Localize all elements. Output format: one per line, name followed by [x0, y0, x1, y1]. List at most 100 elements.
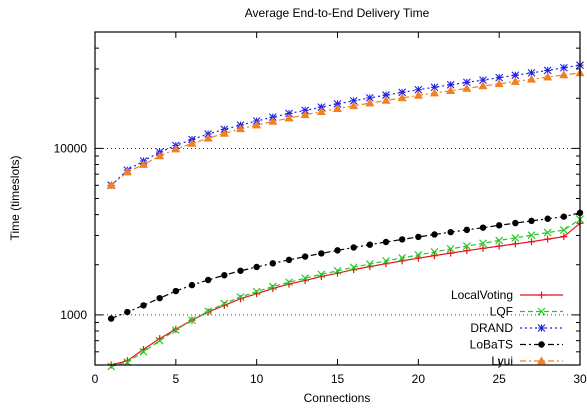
legend-label: DRAND — [470, 321, 513, 335]
data-point — [430, 247, 439, 256]
x-tick-label: 25 — [492, 372, 506, 386]
x-tick-label: 0 — [92, 372, 99, 386]
data-point — [495, 73, 504, 82]
data-point — [301, 253, 309, 260]
data-point — [253, 263, 260, 271]
series-layer — [106, 61, 585, 371]
data-point — [382, 91, 390, 99]
data-point — [398, 253, 407, 262]
data-point — [527, 231, 536, 240]
data-point — [510, 76, 520, 85]
data-point — [495, 222, 503, 229]
data-point — [285, 109, 293, 118]
x-tick-label: 30 — [573, 372, 587, 386]
data-point — [188, 316, 196, 325]
data-point — [381, 95, 391, 104]
data-point — [447, 249, 455, 257]
data-point — [512, 219, 519, 227]
data-point — [318, 250, 325, 257]
data-point — [462, 242, 471, 250]
data-point — [139, 347, 148, 356]
data-point — [526, 74, 537, 83]
data-point — [140, 302, 147, 309]
series-line — [110, 72, 581, 186]
data-point — [446, 244, 455, 253]
data-point — [365, 94, 374, 102]
data-point — [414, 85, 423, 94]
data-point — [317, 270, 326, 279]
data-point — [316, 107, 326, 116]
y-axis: 1000 10000 — [54, 47, 580, 353]
legend-item: DRAND — [470, 321, 563, 335]
data-point — [172, 325, 180, 333]
data-point — [511, 71, 520, 80]
data-point — [204, 307, 213, 316]
data-point — [268, 282, 277, 291]
data-point — [349, 96, 358, 105]
data-point — [560, 213, 568, 220]
data-point — [446, 86, 456, 95]
data-point — [559, 70, 569, 79]
data-point — [366, 241, 374, 248]
legend-item: LQF — [490, 305, 563, 319]
data-point — [543, 66, 552, 75]
data-point — [463, 226, 471, 234]
data-point — [106, 180, 116, 189]
legend-label: LocalVoting — [451, 288, 513, 302]
data-point — [268, 116, 278, 125]
data-point — [333, 266, 342, 275]
y-tick-label: 10000 — [54, 141, 88, 155]
data-point — [431, 252, 438, 260]
data-point — [543, 72, 553, 81]
data-point — [285, 256, 293, 264]
data-point — [559, 63, 568, 72]
series-line — [110, 212, 581, 320]
legend-item: LoBaTS — [470, 338, 563, 352]
data-point — [511, 240, 519, 248]
data-point — [429, 88, 440, 97]
data-point — [538, 341, 545, 348]
chart-title: Average End-to-End Delivery Time — [245, 6, 430, 20]
legend-label: LoBaTS — [470, 338, 513, 352]
data-point — [235, 124, 246, 133]
data-point — [398, 236, 406, 243]
data-point — [511, 233, 520, 242]
data-point — [479, 239, 487, 248]
data-point — [332, 104, 343, 113]
data-point — [349, 263, 358, 272]
series-drand — [107, 61, 584, 190]
x-tick-label: 5 — [172, 372, 179, 386]
data-point — [560, 233, 568, 241]
data-point — [300, 110, 310, 119]
data-point — [219, 128, 229, 137]
data-point — [138, 159, 149, 168]
data-point — [413, 90, 423, 99]
data-point — [537, 324, 546, 332]
data-point — [237, 267, 244, 274]
data-point — [107, 362, 116, 371]
data-point — [350, 244, 357, 251]
x-axis: 0 5 10 15 20 25 30 — [92, 32, 587, 386]
data-point — [536, 356, 547, 365]
data-point — [122, 167, 132, 176]
data-point — [155, 336, 164, 345]
data-point — [495, 236, 504, 245]
data-point — [334, 247, 341, 254]
data-point — [446, 80, 455, 89]
data-point — [220, 299, 229, 308]
series-lqf — [107, 215, 584, 371]
data-point — [527, 69, 536, 77]
data-point — [398, 88, 407, 97]
data-point — [414, 254, 422, 262]
x-tick-label: 20 — [412, 372, 426, 386]
data-point — [333, 100, 342, 108]
data-point — [462, 83, 472, 92]
data-point — [528, 217, 535, 225]
data-point — [559, 226, 568, 235]
data-point — [187, 138, 197, 147]
data-point — [236, 293, 245, 301]
legend-label: Lyui — [491, 354, 513, 368]
data-point — [156, 294, 163, 302]
data-point — [155, 151, 165, 160]
